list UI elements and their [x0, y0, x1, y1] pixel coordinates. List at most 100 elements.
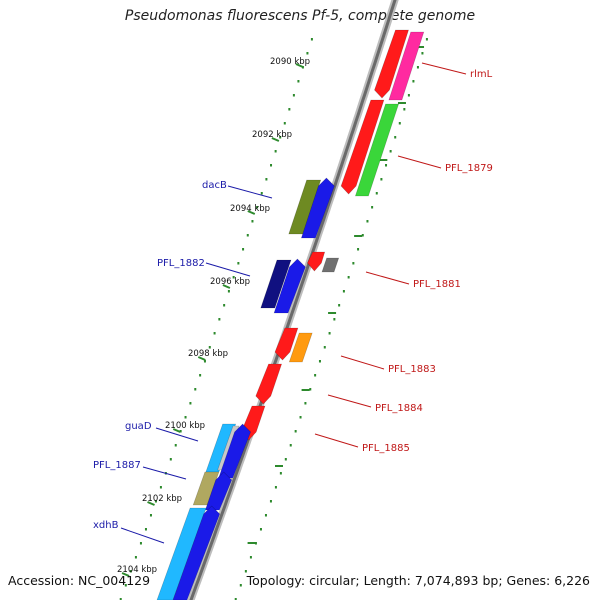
- gene-bar-xdhb: [156, 507, 207, 600]
- track-dot-right: [294, 430, 297, 433]
- scale-tick: [295, 63, 304, 68]
- track-dot-left: [223, 304, 226, 307]
- track-dot-right: [352, 262, 355, 265]
- track-dot-right: [328, 332, 331, 335]
- track-dot-left: [301, 66, 304, 69]
- track-dot-left: [288, 108, 291, 111]
- track-dot-right: [389, 150, 392, 153]
- gene-bar-gray: [321, 257, 340, 273]
- leader-guad: [155, 427, 199, 442]
- track-dot-left: [232, 276, 235, 279]
- gene-bar-rlml: [374, 29, 409, 99]
- track-dot-right: [274, 486, 277, 489]
- track-dot-left: [283, 122, 286, 125]
- track-dot-left: [251, 220, 254, 223]
- track-dot-right: [342, 290, 345, 293]
- scale-tick: [172, 428, 181, 433]
- track-dot-left: [292, 94, 295, 97]
- gene-bar-orange: [288, 332, 313, 363]
- gene-label-guad[interactable]: guaD: [125, 421, 152, 432]
- track-dot-left: [179, 430, 182, 433]
- gene-bar-dacb-pair: [300, 177, 335, 239]
- track-dot-left: [213, 332, 216, 335]
- scale-tick-label: 2098 kbp: [188, 349, 228, 359]
- leader-dacb: [227, 185, 273, 199]
- topology-text: Topology: circular; Length: 7,074,893 bp…: [246, 573, 590, 588]
- track-dot-left: [184, 416, 187, 419]
- scale-tick: [147, 501, 155, 506]
- track-dot-left: [144, 528, 147, 531]
- track-dot-right: [264, 514, 267, 517]
- track-dot-left: [139, 542, 142, 545]
- leader-pfl-1885: [314, 433, 359, 448]
- track-dot-right: [249, 556, 252, 559]
- gene-bar-pfl-1879: [354, 103, 400, 197]
- scale-tick-label: 2090 kbp: [270, 57, 310, 67]
- track-dot-left: [256, 206, 259, 209]
- track-dot-right: [347, 276, 350, 279]
- gene-bar-pfl-1882-pair: [273, 258, 306, 314]
- track-dot-left: [274, 150, 277, 153]
- leader-pfl-1881: [365, 271, 410, 285]
- track-dot-right: [304, 402, 307, 405]
- scale-tick: [222, 284, 231, 289]
- gene-label-pfl-1883[interactable]: PFL_1883: [388, 364, 436, 375]
- track-dot-left: [154, 500, 157, 503]
- track-dot-right: [234, 598, 237, 600]
- gene-label-pfl-1887[interactable]: PFL_1887: [93, 460, 141, 471]
- genome-backbone-core: [189, 0, 397, 600]
- gene-label-xdhb[interactable]: xdhB: [93, 520, 119, 531]
- gene-bar-pfl-1884: [255, 363, 283, 405]
- gene-bar-blue-3: [172, 505, 221, 600]
- track-dot-left: [260, 192, 263, 195]
- gene-label-pfl-1879[interactable]: PFL_1879: [445, 163, 493, 174]
- track-dot-left: [149, 514, 152, 517]
- gene-label-pfl-1882[interactable]: PFL_1882: [157, 258, 205, 269]
- gene-label-pfl-1881[interactable]: PFL_1881: [413, 279, 461, 290]
- gene-bar-pfl-1883: [274, 327, 299, 361]
- track-dot-right: [314, 374, 317, 377]
- leader-pfl-1883: [340, 355, 385, 370]
- scale-tick: [271, 137, 280, 142]
- track-dot-left: [194, 388, 197, 391]
- track-dot-left: [189, 402, 192, 405]
- track-dot-left: [279, 136, 282, 139]
- track-dot-right: [244, 570, 247, 573]
- scale-tick: [247, 210, 256, 215]
- track-dot-right: [371, 206, 374, 209]
- track-dot-right: [333, 318, 336, 321]
- track-dot-left: [242, 248, 245, 251]
- track-dot-right: [299, 416, 302, 419]
- track-dot-left: [124, 584, 127, 587]
- leader-xdhb: [120, 527, 165, 544]
- track-dot-right: [309, 388, 312, 391]
- track-dot-left: [169, 458, 172, 461]
- track-dot-right: [421, 52, 424, 55]
- track-dot-left: [270, 164, 273, 167]
- track-dot-right: [366, 220, 369, 223]
- track-dot-right: [279, 472, 282, 475]
- track-dot-right: [403, 108, 406, 111]
- scale-tick-label: 2092 kbp: [252, 130, 292, 140]
- track-dot-right: [318, 360, 321, 363]
- scale-tick: [121, 572, 130, 577]
- track-dot-left: [199, 374, 202, 377]
- track-dot-right: [289, 444, 292, 447]
- track-dot-left: [310, 38, 313, 41]
- scale-tick: [197, 356, 206, 361]
- scale-tick-label: 2096 kbp: [210, 277, 250, 287]
- gene-label-rlml[interactable]: rlmL: [470, 69, 493, 80]
- track-dot-right: [284, 458, 287, 461]
- track-dot-left: [265, 178, 268, 181]
- track-dot-left: [174, 444, 177, 447]
- scale-tick-label: 2104 kbp: [117, 565, 157, 575]
- gene-label-pfl-1884[interactable]: PFL_1884: [375, 403, 423, 414]
- gene-label-pfl-1885[interactable]: PFL_1885: [362, 443, 410, 454]
- gene-bar-red: [340, 99, 385, 195]
- gene-label-dacb[interactable]: dacB: [202, 180, 227, 191]
- track-dot-left: [218, 318, 221, 321]
- track-dot-right: [412, 80, 415, 83]
- track-dot-right: [323, 346, 326, 349]
- gene-bar-pfl-1881: [307, 251, 326, 272]
